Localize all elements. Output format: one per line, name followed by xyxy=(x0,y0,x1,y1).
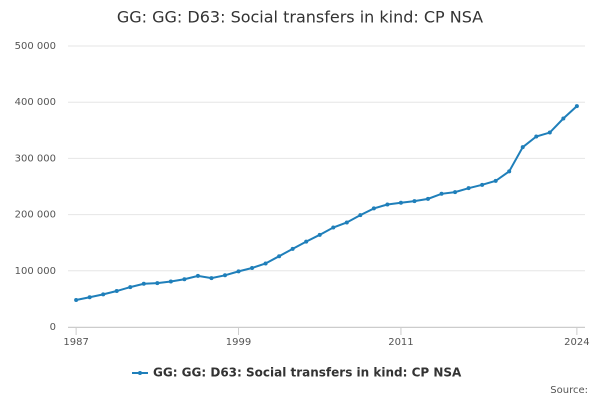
point xyxy=(195,273,200,278)
point xyxy=(182,277,187,282)
point xyxy=(304,239,309,244)
x-tick-label: 1987 xyxy=(63,337,88,348)
y-tick-label: 400 000 xyxy=(15,97,56,108)
source: Source: xyxy=(550,385,588,396)
point xyxy=(128,285,133,290)
x-tick-label: 2011 xyxy=(388,337,413,348)
point xyxy=(236,269,241,274)
point xyxy=(547,130,552,135)
point xyxy=(574,104,579,109)
point xyxy=(520,145,525,150)
point xyxy=(561,116,566,121)
y-tick-label: 0 xyxy=(50,322,56,333)
x-tick-label: 2024 xyxy=(564,337,589,348)
point xyxy=(371,206,376,211)
point xyxy=(480,182,485,187)
point xyxy=(222,273,227,278)
point xyxy=(155,281,160,286)
legend-marker xyxy=(138,371,142,375)
point xyxy=(168,279,173,284)
point xyxy=(385,202,390,207)
point xyxy=(466,186,471,191)
point xyxy=(114,289,119,294)
point xyxy=(507,169,512,174)
point xyxy=(439,191,444,196)
point xyxy=(534,134,539,139)
point xyxy=(250,265,255,270)
point xyxy=(317,232,322,237)
point xyxy=(290,246,295,251)
point xyxy=(74,298,79,303)
legend-label: GG: GG: D63: Social transfers in kind: C… xyxy=(153,366,462,380)
point xyxy=(87,295,92,300)
point xyxy=(426,196,431,201)
x-tick-label: 1999 xyxy=(226,337,251,348)
point xyxy=(344,220,349,225)
y-tick-label: 100 000 xyxy=(15,266,56,277)
point xyxy=(453,190,458,195)
point xyxy=(331,225,336,230)
point xyxy=(398,200,403,205)
point xyxy=(263,261,268,266)
y-tick-label: 200 000 xyxy=(15,210,56,221)
point xyxy=(358,213,363,218)
line xyxy=(75,105,578,302)
point xyxy=(209,276,214,281)
y-tick-label: 300 000 xyxy=(15,153,56,164)
point xyxy=(493,178,498,183)
point xyxy=(141,281,146,286)
y-tick-label: 500 000 xyxy=(15,41,56,52)
point xyxy=(277,254,282,259)
chart-title: GG: GG: D63: Social transfers in kind: C… xyxy=(117,8,483,27)
point xyxy=(412,199,417,204)
point xyxy=(101,292,106,297)
